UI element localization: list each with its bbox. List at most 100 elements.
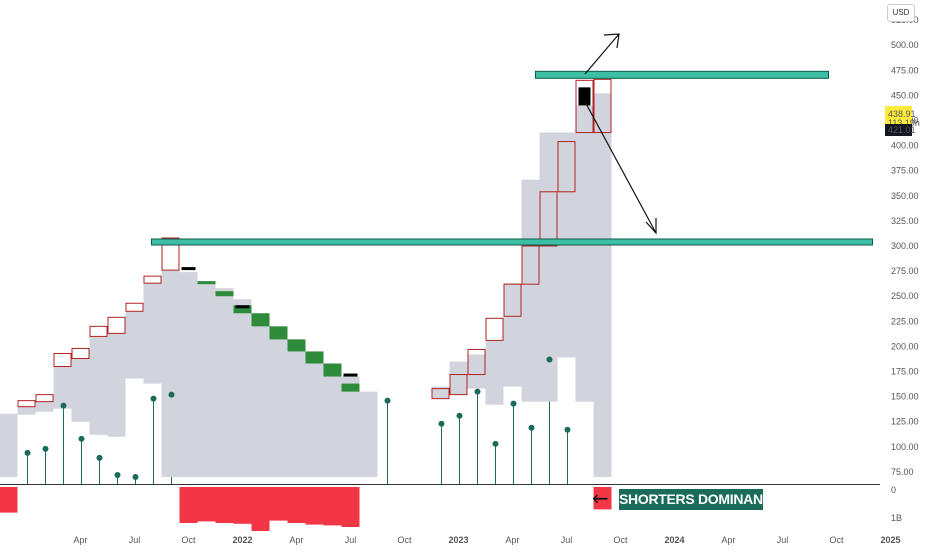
- x-tick-label: Jul: [561, 535, 573, 545]
- dot: [24, 449, 31, 456]
- x-tick-label: 2025: [880, 535, 900, 545]
- dot: [132, 473, 139, 480]
- x-tick-label: Jul: [777, 535, 789, 545]
- volume-bar: [251, 487, 270, 531]
- outline-candle: [107, 316, 126, 334]
- outline-candle: [503, 283, 522, 317]
- filled-candle: [467, 354, 486, 389]
- price-label-countdown: 113.19h: [888, 118, 920, 128]
- filled-candle: [125, 311, 144, 379]
- filled-candle: [143, 283, 162, 384]
- outline-candle: [161, 237, 180, 271]
- volume-bar: [287, 487, 306, 523]
- up-arrow-line: [584, 33, 620, 75]
- dot: [150, 395, 157, 402]
- black-block: [235, 305, 250, 309]
- filled-candle: [179, 272, 198, 477]
- x-axis: Apr Jul Oct 2022 Apr Jul Oct 2023 Apr Jul Oct 2024 A…: [73, 535, 900, 545]
- dot: [546, 356, 553, 363]
- volume-axis: 0 1B: [891, 485, 902, 523]
- outline-candle: [575, 79, 594, 134]
- y-tick-label: 475.00: [891, 65, 919, 75]
- dot: [510, 400, 517, 407]
- y-tick-label: 375.00: [891, 166, 919, 176]
- dots: [24, 356, 571, 480]
- outline-candle: [89, 325, 108, 337]
- y-tick-label: 350.00: [891, 191, 919, 201]
- y-tick-label: 100.00: [891, 442, 919, 452]
- dot: [114, 471, 121, 478]
- filled-candle: [485, 340, 504, 405]
- filled-candle: [197, 281, 216, 477]
- dot: [78, 435, 85, 442]
- outline-candle: [485, 317, 504, 341]
- volume-bar: [323, 487, 342, 526]
- outline-candle: [557, 141, 576, 193]
- y-tick-label: 400.00: [891, 141, 919, 151]
- outline-candle: [35, 394, 54, 403]
- x-tick-label: Oct: [397, 535, 412, 545]
- down-arrow-line: [582, 97, 657, 234]
- outline-candle: [53, 352, 72, 368]
- volume-pane: [0, 487, 612, 531]
- x-tick-label: 2024: [664, 535, 684, 545]
- x-tick-label: 2023: [448, 535, 468, 545]
- dot: [492, 440, 499, 447]
- dot: [564, 426, 571, 433]
- y-tick-label: 500.00: [891, 40, 919, 50]
- outline-candle: [467, 348, 486, 376]
- green-block: [233, 305, 252, 314]
- shorters-dominance-annotation: SHORTERS DOMINANCE.: [619, 489, 786, 510]
- filled-candle: [161, 270, 180, 477]
- filled-candle: [233, 299, 252, 477]
- filled-candle: [323, 363, 342, 477]
- filled-candle: [89, 336, 108, 435]
- x-tick-label: Oct: [613, 535, 628, 545]
- filled-candle: [71, 358, 90, 422]
- green-block: [287, 339, 306, 352]
- y-tick-label: 125.00: [891, 417, 919, 427]
- green-block: [269, 326, 288, 340]
- currency-label[interactable]: USD: [887, 4, 915, 22]
- price-label-high: 438.91: [888, 109, 916, 119]
- black-block: [181, 267, 196, 271]
- dot: [168, 391, 175, 398]
- filled-candle: [17, 406, 36, 415]
- resistance-zones[interactable]: [151, 70, 873, 246]
- y-tick-label: 250.00: [891, 291, 919, 301]
- up-arrow-head: [603, 33, 620, 49]
- projection-arrows[interactable]: [582, 33, 657, 235]
- last-price-box: [885, 124, 912, 136]
- filled-candle: [503, 283, 522, 387]
- x-tick-label: Oct: [181, 535, 196, 545]
- outline-candle: [143, 275, 162, 284]
- filled-candle: [539, 132, 558, 402]
- y-tick-label: 75.00: [891, 467, 914, 477]
- y-tick-label: 200.00: [891, 341, 919, 351]
- outline-candle: [71, 347, 90, 359]
- y-tick-label: 225.00: [891, 316, 919, 326]
- zone: [535, 70, 829, 79]
- outline-candle: [593, 78, 612, 134]
- green-block: [341, 383, 360, 392]
- green-block: [215, 291, 234, 297]
- filled-candle: [593, 93, 612, 477]
- outline-candle: [431, 388, 450, 400]
- filled-candle: [341, 376, 360, 477]
- outline-candle: [125, 302, 144, 312]
- green-block: [251, 313, 270, 327]
- filled-candle: [305, 351, 324, 477]
- x-tick-label: Oct: [829, 535, 844, 545]
- dot: [456, 412, 463, 419]
- volume-bar: [305, 487, 324, 525]
- volume-bar: [215, 487, 234, 523]
- filled-candle: [0, 413, 18, 477]
- green-block: [197, 281, 216, 285]
- down-arrow-head: [645, 218, 657, 235]
- dot: [438, 420, 445, 427]
- volume-bar: [341, 487, 360, 527]
- filled-candle: [251, 313, 270, 477]
- dot: [42, 445, 49, 452]
